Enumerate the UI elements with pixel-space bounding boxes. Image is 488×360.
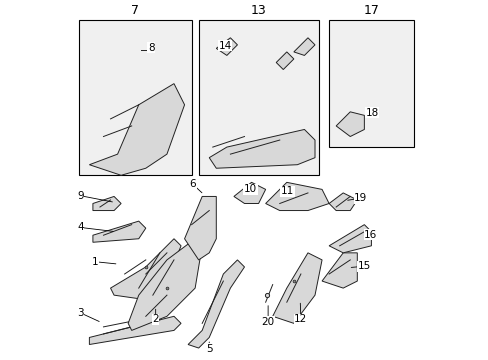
Polygon shape: [93, 197, 121, 211]
Text: 5: 5: [205, 344, 212, 354]
Text: 11: 11: [280, 186, 294, 196]
Text: 14: 14: [218, 41, 231, 51]
Polygon shape: [93, 221, 145, 242]
Text: 6: 6: [189, 179, 196, 189]
Text: 16: 16: [364, 230, 377, 239]
Text: 12: 12: [294, 314, 307, 324]
Text: 8: 8: [147, 43, 154, 53]
Text: 13: 13: [250, 4, 266, 17]
Text: 15: 15: [357, 261, 370, 271]
Text: 10: 10: [244, 184, 257, 194]
Polygon shape: [128, 239, 202, 330]
Polygon shape: [293, 38, 314, 55]
Polygon shape: [328, 225, 371, 253]
Polygon shape: [89, 84, 184, 175]
Text: 17: 17: [363, 4, 379, 17]
Polygon shape: [328, 193, 357, 211]
Polygon shape: [209, 130, 314, 168]
Polygon shape: [276, 52, 293, 69]
Polygon shape: [265, 183, 328, 211]
Text: 9: 9: [77, 191, 84, 201]
Text: 18: 18: [365, 108, 378, 117]
Polygon shape: [188, 260, 244, 348]
Bar: [198, 20, 318, 175]
Polygon shape: [322, 253, 357, 288]
Polygon shape: [335, 112, 364, 136]
Text: 7: 7: [131, 4, 139, 17]
Text: 3: 3: [77, 308, 83, 318]
Text: 1: 1: [91, 257, 98, 267]
Polygon shape: [233, 183, 265, 203]
Text: 2: 2: [152, 314, 159, 324]
Polygon shape: [184, 197, 216, 260]
Text: 19: 19: [353, 193, 366, 203]
Text: 4: 4: [77, 222, 84, 233]
Bar: [328, 20, 413, 147]
Bar: [79, 20, 191, 175]
Polygon shape: [216, 38, 237, 55]
Polygon shape: [110, 239, 181, 299]
Text: 20: 20: [261, 317, 274, 327]
Polygon shape: [89, 316, 181, 345]
Polygon shape: [272, 253, 322, 323]
